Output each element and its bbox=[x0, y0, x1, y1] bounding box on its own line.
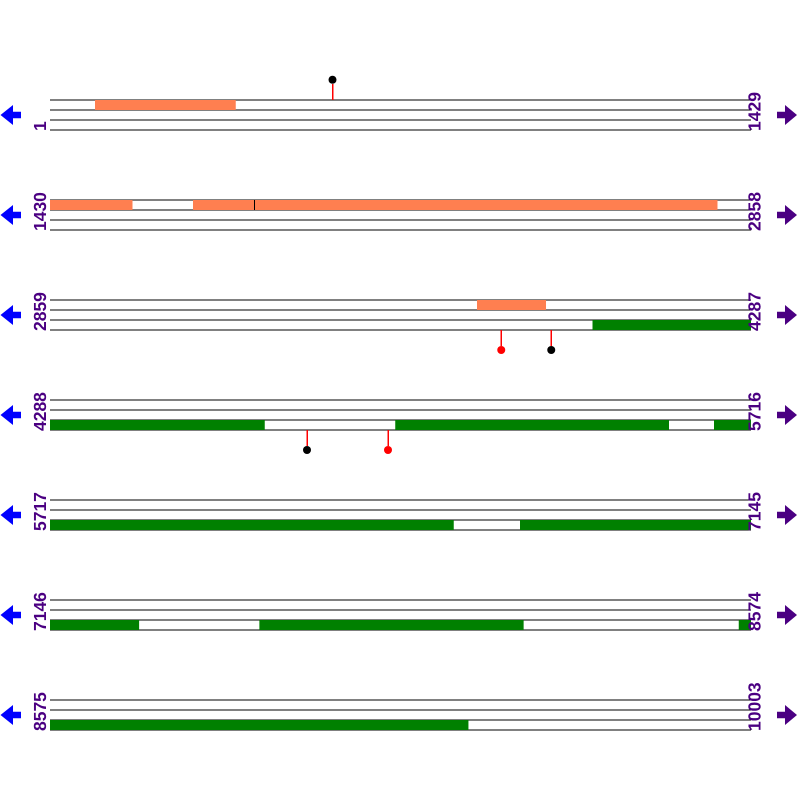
svg-text:4288: 4288 bbox=[30, 392, 50, 431]
svg-text:1429: 1429 bbox=[744, 92, 764, 131]
svg-text:2859: 2859 bbox=[30, 292, 50, 331]
svg-text:1: 1 bbox=[30, 121, 50, 131]
svg-text:8575: 8575 bbox=[30, 692, 50, 731]
svg-text:5716: 5716 bbox=[744, 392, 764, 431]
svg-text:4287: 4287 bbox=[744, 292, 764, 331]
svg-text:2858: 2858 bbox=[744, 192, 764, 231]
svg-text:7146: 7146 bbox=[30, 592, 50, 631]
svg-text:8574: 8574 bbox=[744, 592, 764, 631]
svg-text:5717: 5717 bbox=[30, 492, 50, 531]
svg-text:10003: 10003 bbox=[744, 682, 764, 731]
svg-text:7145: 7145 bbox=[744, 492, 764, 531]
svg-text:1430: 1430 bbox=[30, 192, 50, 231]
